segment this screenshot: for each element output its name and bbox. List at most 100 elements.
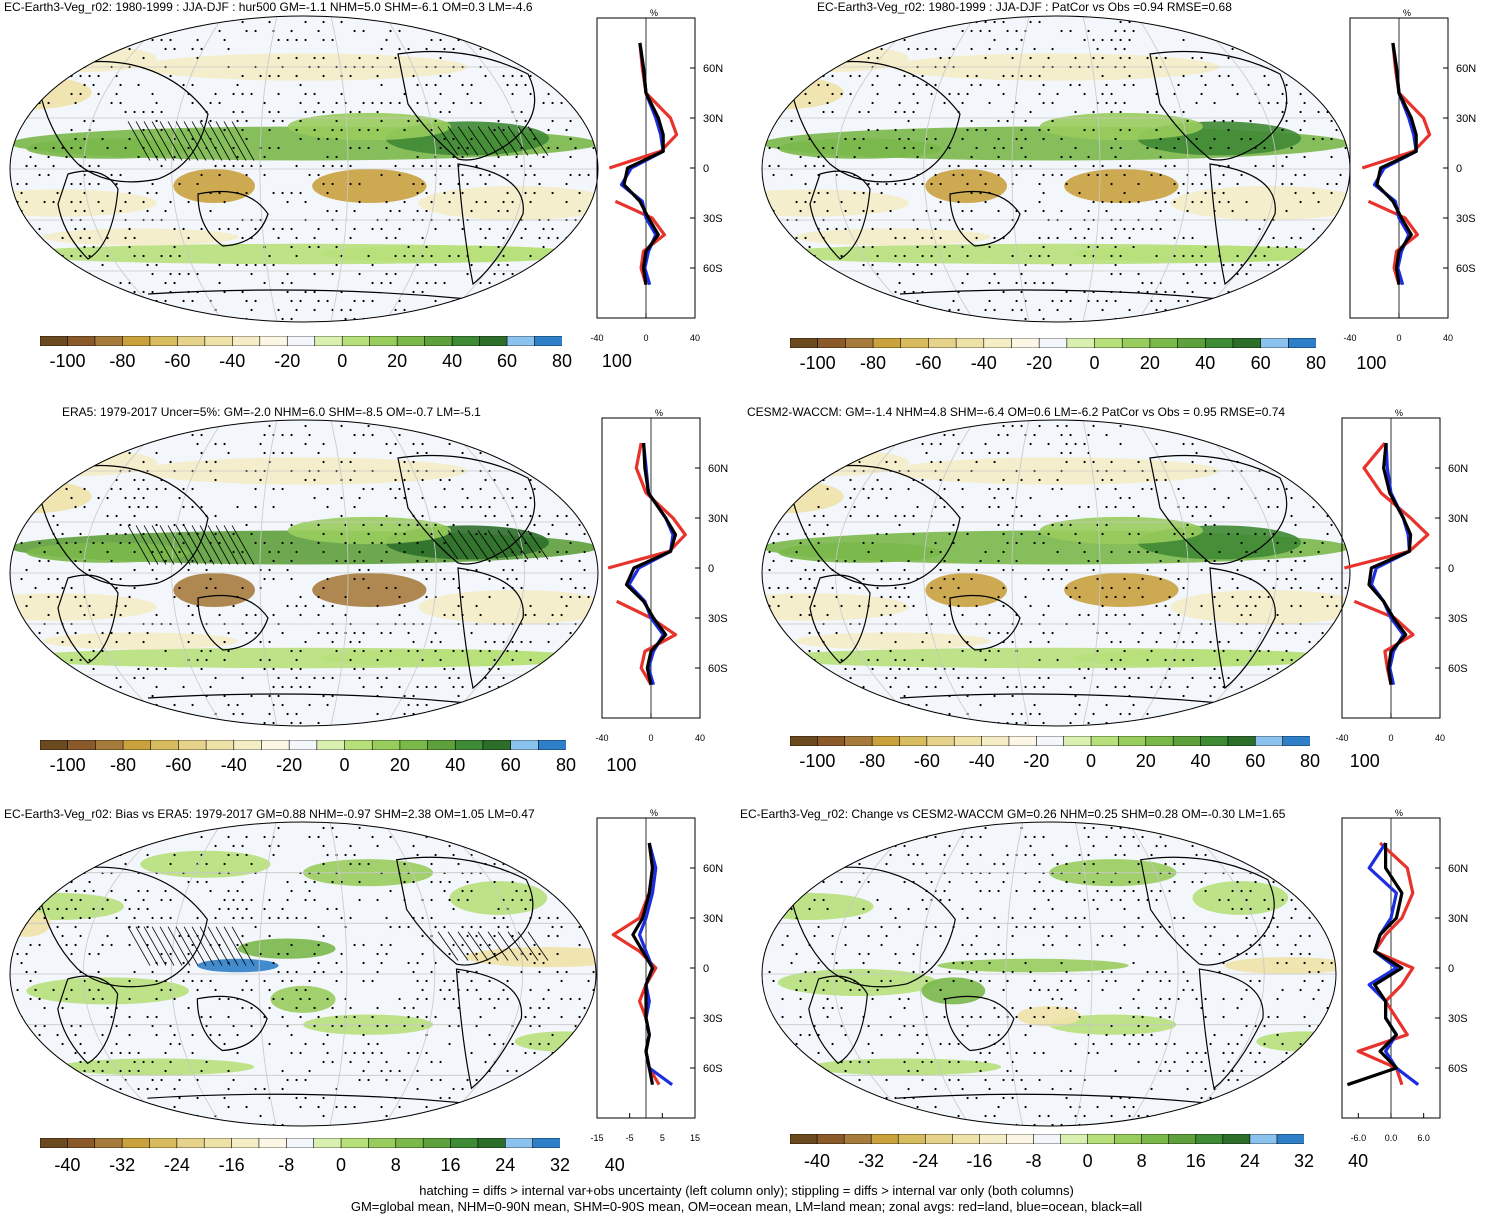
colorbar-tick-label: 0	[336, 1155, 346, 1176]
colorbar-tick-label: -16	[219, 1155, 245, 1176]
colorbar-swatch	[901, 338, 929, 348]
colorbar-tick-label: -80	[860, 353, 886, 374]
colorbar-swatch	[260, 336, 288, 346]
colorbar-swatch	[538, 740, 566, 750]
field-region	[1040, 113, 1203, 140]
colorbar-tick-label: 60	[501, 755, 521, 776]
x-tick-label: 6.0	[1417, 1133, 1430, 1143]
colorbar-swatch	[261, 740, 289, 750]
colorbar-swatch	[1201, 736, 1229, 746]
colorbar-tick-label: -16	[966, 1151, 992, 1172]
x-tick-label: -40	[595, 733, 608, 743]
colorbar-swatch	[1146, 736, 1174, 746]
field-region	[1072, 246, 1333, 263]
zonal-series-line	[1347, 843, 1402, 1085]
colorbar-swatch	[40, 740, 68, 750]
colorbar-swatch	[952, 1134, 979, 1144]
x-tick-label: 5	[660, 1133, 665, 1143]
colorbar-tick-label: 0	[1086, 751, 1096, 772]
colorbar-swatch	[1250, 1134, 1277, 1144]
colorbar-swatch	[535, 336, 562, 346]
x-tick-label: 40	[1443, 333, 1453, 343]
colorbar-tick-label: 20	[387, 351, 407, 372]
colorbar-swatch	[927, 736, 955, 746]
y-tick-label: 60N	[1448, 463, 1468, 475]
colorbar-swatch	[314, 1138, 342, 1148]
colorbar-swatch	[425, 336, 453, 346]
world-map	[8, 820, 598, 1128]
field-region	[173, 169, 255, 203]
unit-label: %	[1403, 8, 1411, 18]
colorbar-swatch	[1091, 736, 1119, 746]
y-tick-label: 0	[1456, 163, 1462, 175]
y-tick-label: 60S	[703, 1063, 723, 1075]
colorbar	[40, 336, 562, 346]
colorbar-swatch	[372, 740, 400, 750]
x-tick-label: 0.0	[1385, 1133, 1398, 1143]
colorbar-tick-label: 0	[340, 755, 350, 776]
colorbar-tick-label: 24	[1240, 1151, 1260, 1172]
colorbar-swatch	[370, 336, 398, 346]
colorbar-tick-label: 8	[391, 1155, 401, 1176]
colorbar-swatch	[234, 740, 262, 750]
colorbar-tick-label: 100	[1350, 751, 1380, 772]
field-region	[43, 633, 239, 650]
colorbar-swatch	[40, 1138, 68, 1148]
colorbar-swatch	[1178, 338, 1206, 348]
colorbar-tick-label: 20	[1140, 353, 1160, 374]
colorbar-swatch	[1009, 736, 1037, 746]
colorbar-tick-label: 80	[556, 755, 576, 776]
field-region	[1040, 517, 1203, 544]
y-tick-label: 30S	[1448, 1013, 1468, 1025]
colorbar-tick-label: 100	[1356, 353, 1386, 374]
colorbar-swatch	[423, 1138, 451, 1148]
colorbar-tick-label: 60	[497, 351, 517, 372]
colorbar-tick-label: 20	[1136, 751, 1156, 772]
colorbar-swatch	[151, 740, 179, 750]
colorbar-swatch	[40, 336, 68, 346]
x-tick-label: -5	[626, 1133, 634, 1143]
unit-label: %	[650, 8, 658, 18]
colorbar-swatch	[1118, 736, 1146, 746]
colorbar-swatch	[286, 1138, 314, 1148]
y-tick-label: 30N	[1448, 913, 1468, 925]
y-tick-label: 0	[708, 563, 714, 575]
colorbar	[790, 1134, 1304, 1144]
colorbar-swatch	[1277, 1134, 1304, 1144]
colorbar-swatch	[396, 1138, 424, 1148]
colorbar-swatch	[872, 736, 900, 746]
x-tick-label: -15	[590, 1133, 603, 1143]
colorbar-tick-label: -60	[164, 351, 190, 372]
colorbar-tick-label: -40	[804, 1151, 830, 1172]
colorbar-swatch	[95, 740, 123, 750]
colorbar-tick-label: 100	[602, 351, 632, 372]
world-map	[8, 418, 600, 728]
colorbar-swatch	[979, 1134, 1006, 1144]
colorbar-swatch	[1205, 338, 1233, 348]
colorbar-swatch	[818, 338, 846, 348]
colorbar-swatch	[345, 740, 373, 750]
y-tick-label: 30N	[1448, 513, 1468, 525]
footer-note: hatching = diffs > internal var+obs unce…	[0, 1183, 1493, 1198]
world-map	[760, 820, 1338, 1128]
colorbar-swatch	[1283, 736, 1310, 746]
x-tick-label: -40	[1343, 333, 1356, 343]
colorbar-tick-label: -80	[859, 751, 885, 772]
colorbar-swatch	[845, 736, 873, 746]
field-region	[1072, 650, 1333, 667]
colorbar-swatch	[232, 336, 260, 346]
field-region	[173, 573, 255, 607]
colorbar	[40, 740, 566, 750]
colorbar-swatch	[1173, 736, 1201, 746]
colorbar	[40, 1138, 560, 1148]
colorbar-tick-label: 80	[552, 351, 572, 372]
colorbar-swatch	[455, 740, 483, 750]
colorbar-tick-label: -24	[164, 1155, 190, 1176]
field-region	[810, 1058, 1001, 1075]
field-region	[937, 959, 1128, 973]
colorbar-swatch	[68, 740, 96, 750]
zonal-series-line	[1377, 43, 1416, 285]
y-tick-label: 30S	[703, 1013, 723, 1025]
